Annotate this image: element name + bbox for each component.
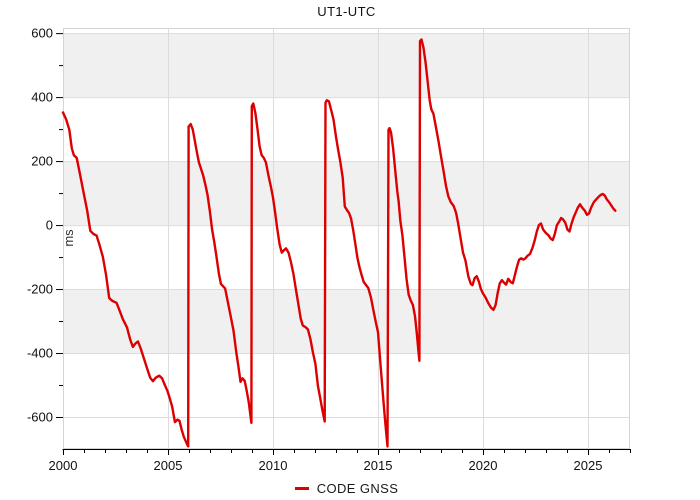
chart-title: UT1-UTC [317, 4, 376, 19]
legend: CODE GNSS [63, 479, 630, 497]
series-line-code-gnss [61, 38, 617, 448]
svg-text:-600: -600 [27, 410, 53, 425]
svg-text:600: 600 [31, 26, 53, 41]
svg-text:-400: -400 [27, 346, 53, 361]
svg-text:2020: 2020 [469, 458, 498, 473]
tick-labels: -600 -400 -200 0 200 400 600 2000 2005 2010 2015 20… [27, 26, 602, 473]
svg-text:2000: 2000 [49, 458, 78, 473]
legend-line-swatch [294, 486, 309, 490]
svg-text:2010: 2010 [259, 458, 288, 473]
svg-text:2005: 2005 [154, 458, 183, 473]
svg-text:2025: 2025 [574, 458, 603, 473]
axis-ticks [56, 33, 631, 455]
y-axis-unit-label: ms [61, 229, 76, 247]
legend-series-label: CODE GNSS [316, 480, 399, 496]
gridlines [63, 28, 630, 449]
svg-text:200: 200 [31, 154, 53, 169]
svg-text:-200: -200 [27, 282, 53, 297]
svg-text:0: 0 [46, 218, 53, 233]
plot-bands [63, 33, 630, 354]
svg-text:400: 400 [31, 90, 53, 105]
svg-text:2015: 2015 [364, 458, 393, 473]
